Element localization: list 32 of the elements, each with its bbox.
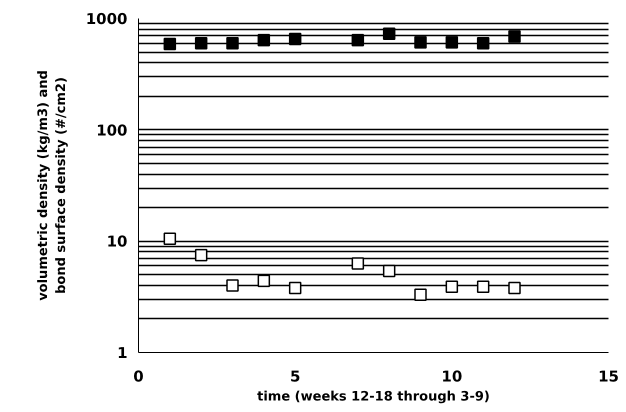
point — [352, 34, 364, 46]
point — [258, 274, 270, 288]
y-axis-title: volumetric density (kg/m3) and bond surface density (#/cm2) — [36, 70, 69, 301]
point — [288, 282, 302, 294]
y-tick-label: 10 — [106, 232, 128, 251]
point — [446, 36, 458, 49]
point — [226, 279, 239, 292]
y-tick-label: 100 — [96, 121, 128, 140]
point — [414, 36, 427, 49]
point — [382, 264, 396, 278]
point — [446, 280, 458, 293]
point — [226, 36, 239, 50]
x-tick-label: 5 — [290, 368, 300, 386]
point — [476, 280, 490, 293]
point — [258, 34, 270, 46]
x-axis-title: time (weeks 12-18 through 3-9) — [257, 390, 490, 404]
x-tick-label: 15 — [598, 368, 619, 386]
point — [164, 232, 176, 246]
point — [194, 36, 208, 50]
y-tick-label: 1 — [117, 344, 128, 362]
point — [164, 38, 176, 50]
y-tick-label: 1000 — [86, 10, 128, 28]
point — [288, 32, 302, 46]
x-tick-label: 10 — [441, 368, 462, 386]
point — [414, 288, 427, 302]
point — [476, 36, 490, 50]
x-tick-label: 0 — [133, 368, 144, 386]
point — [508, 30, 521, 43]
point — [382, 27, 396, 40]
point — [352, 257, 364, 270]
point — [508, 282, 521, 294]
point — [194, 248, 208, 262]
